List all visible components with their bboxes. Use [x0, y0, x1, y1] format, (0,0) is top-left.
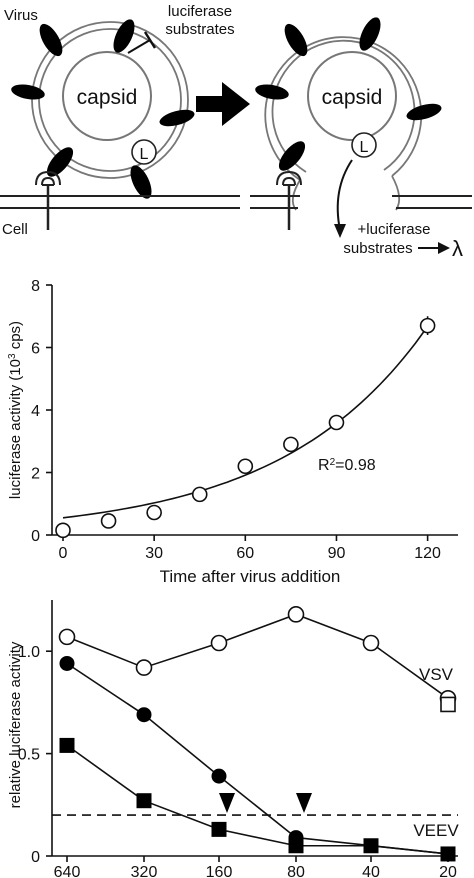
x-tick-label: 90	[328, 545, 346, 562]
series-line	[66, 662, 297, 839]
data-point	[419, 317, 436, 334]
plus-substrates-label-1: +luciferase	[358, 221, 431, 238]
x-tick-label: 30	[145, 545, 163, 562]
data-point	[440, 696, 456, 713]
release-arrow	[336, 159, 353, 231]
spike	[359, 17, 381, 51]
data-point	[287, 606, 305, 623]
data-point	[211, 768, 227, 784]
spike	[278, 141, 306, 171]
virus-entry-diagram: capsid L Virus luciferase substrates Cel…	[0, 3, 472, 261]
data-point	[136, 707, 152, 723]
data-point	[210, 634, 228, 652]
data-point	[191, 486, 208, 503]
endpoint-arrow	[219, 793, 235, 814]
data-point	[136, 793, 152, 809]
capsid-left-label: capsid	[77, 86, 138, 109]
data-point	[59, 737, 75, 753]
light-arrowhead	[438, 242, 450, 254]
spike	[39, 23, 63, 57]
x-tick-label: 320	[131, 864, 158, 878]
release-arrowhead	[334, 224, 346, 238]
endpoint-arrow	[296, 793, 312, 814]
spike	[11, 84, 45, 100]
x-tick-label: 120	[414, 545, 441, 562]
x-tick-label: 40	[362, 864, 380, 878]
data-point	[58, 628, 76, 646]
inhibition-bar	[143, 31, 157, 49]
substrates-blocked-label-1: luciferase	[168, 3, 232, 20]
r-squared-annotation: R2=0.98	[318, 457, 376, 475]
receptor-left	[35, 170, 61, 230]
vsv-label: VSV	[419, 665, 454, 684]
veev-label: VEEV	[413, 821, 459, 840]
x-tick-label: 80	[287, 864, 305, 878]
lambda-label: λ	[452, 236, 463, 261]
y-tick-label: 2	[31, 466, 40, 483]
x-axis-label: Time after virus addition	[160, 567, 341, 586]
data-point	[55, 522, 71, 539]
series-line	[66, 613, 449, 699]
data-point	[59, 655, 75, 671]
receptor-right	[276, 170, 302, 230]
data-point	[237, 458, 254, 475]
data-point	[146, 504, 162, 521]
y-tick-label: 0	[31, 849, 40, 866]
luciferase-left	[131, 139, 157, 165]
capsid-right-label: capsid	[322, 86, 383, 109]
y-axis-label: luciferase activity (103 cps)	[7, 321, 25, 499]
progression-arrow	[196, 82, 250, 126]
virus-right-outer-membrane	[264, 36, 423, 181]
y-tick-label: 4	[31, 403, 40, 420]
substrates-blocked-label-2: substrates	[165, 21, 234, 38]
spike	[130, 165, 152, 199]
data-point	[211, 821, 227, 837]
virus-left-outer-membrane	[31, 21, 189, 179]
y-axis-label: relative luciferase activity	[7, 641, 24, 808]
x-tick-label: 640	[54, 864, 81, 878]
plus-substrates-label-2: substrates	[343, 240, 412, 257]
data-point	[283, 436, 299, 453]
capsid-left	[62, 51, 152, 141]
luciferase-right-label: L	[360, 139, 369, 156]
spike	[159, 109, 195, 127]
fusion-neck-right	[391, 175, 401, 211]
spike	[255, 84, 289, 100]
virus-left-inner-membrane	[38, 28, 182, 172]
fit-curve	[62, 325, 429, 519]
cell-label: Cell	[2, 221, 28, 238]
spike	[46, 147, 74, 177]
data-point	[363, 838, 379, 854]
spike	[406, 103, 442, 121]
virus-label: Virus	[4, 7, 38, 24]
chart-dilution: 0 0.5 1.0 640 320 160 80 40 20 VSV VEEV relativ…	[7, 600, 459, 878]
y-tick-label: 0.5	[18, 747, 40, 764]
data-point	[135, 659, 153, 676]
data-point	[100, 513, 117, 529]
inhibition-line	[127, 39, 151, 54]
spike	[113, 19, 135, 53]
series-line	[66, 744, 449, 855]
y-tick-label: 1.0	[18, 644, 40, 661]
x-tick-label: 60	[236, 545, 254, 562]
capsid-right	[307, 51, 397, 141]
y-tick-label: 8	[31, 278, 40, 295]
y-tick-label: 0	[31, 528, 40, 545]
x-tick-label: 0	[59, 545, 68, 562]
spike	[284, 23, 308, 57]
luciferase-right	[351, 132, 377, 158]
x-tick-label: 160	[206, 864, 233, 878]
x-tick-label: 20	[439, 864, 457, 878]
data-point	[328, 414, 345, 431]
y-tick-label: 6	[31, 341, 40, 358]
data-point	[288, 838, 304, 854]
virus-right-inner-membrane	[271, 39, 416, 173]
chart-time-course: 0 2 4 6 8 0 30 60 90 120 R2=0.98 Time after viru…	[7, 278, 458, 586]
data-point	[362, 634, 380, 652]
luciferase-left-label: L	[140, 146, 149, 163]
data-point	[440, 846, 456, 862]
